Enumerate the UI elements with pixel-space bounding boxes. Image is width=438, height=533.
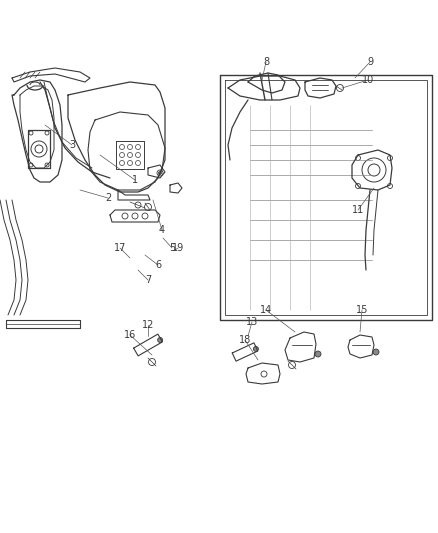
Text: 12: 12 [142, 320, 154, 330]
Text: 10: 10 [362, 75, 374, 85]
Circle shape [315, 351, 321, 357]
Text: 5: 5 [169, 243, 175, 253]
Text: 9: 9 [367, 57, 373, 67]
Circle shape [373, 349, 379, 355]
Text: 13: 13 [246, 317, 258, 327]
Text: 7: 7 [145, 275, 151, 285]
Text: 4: 4 [159, 225, 165, 235]
Text: 16: 16 [124, 330, 136, 340]
Circle shape [158, 337, 162, 343]
Text: 2: 2 [105, 193, 111, 203]
Text: 18: 18 [239, 335, 251, 345]
Text: 19: 19 [172, 243, 184, 253]
Text: 3: 3 [69, 140, 75, 150]
Text: 14: 14 [260, 305, 272, 315]
Text: 8: 8 [263, 57, 269, 67]
Text: 6: 6 [155, 260, 161, 270]
Circle shape [253, 346, 258, 351]
Text: 17: 17 [114, 243, 126, 253]
Circle shape [159, 172, 162, 174]
Text: 11: 11 [352, 205, 364, 215]
Text: 15: 15 [356, 305, 368, 315]
Text: 1: 1 [132, 175, 138, 185]
